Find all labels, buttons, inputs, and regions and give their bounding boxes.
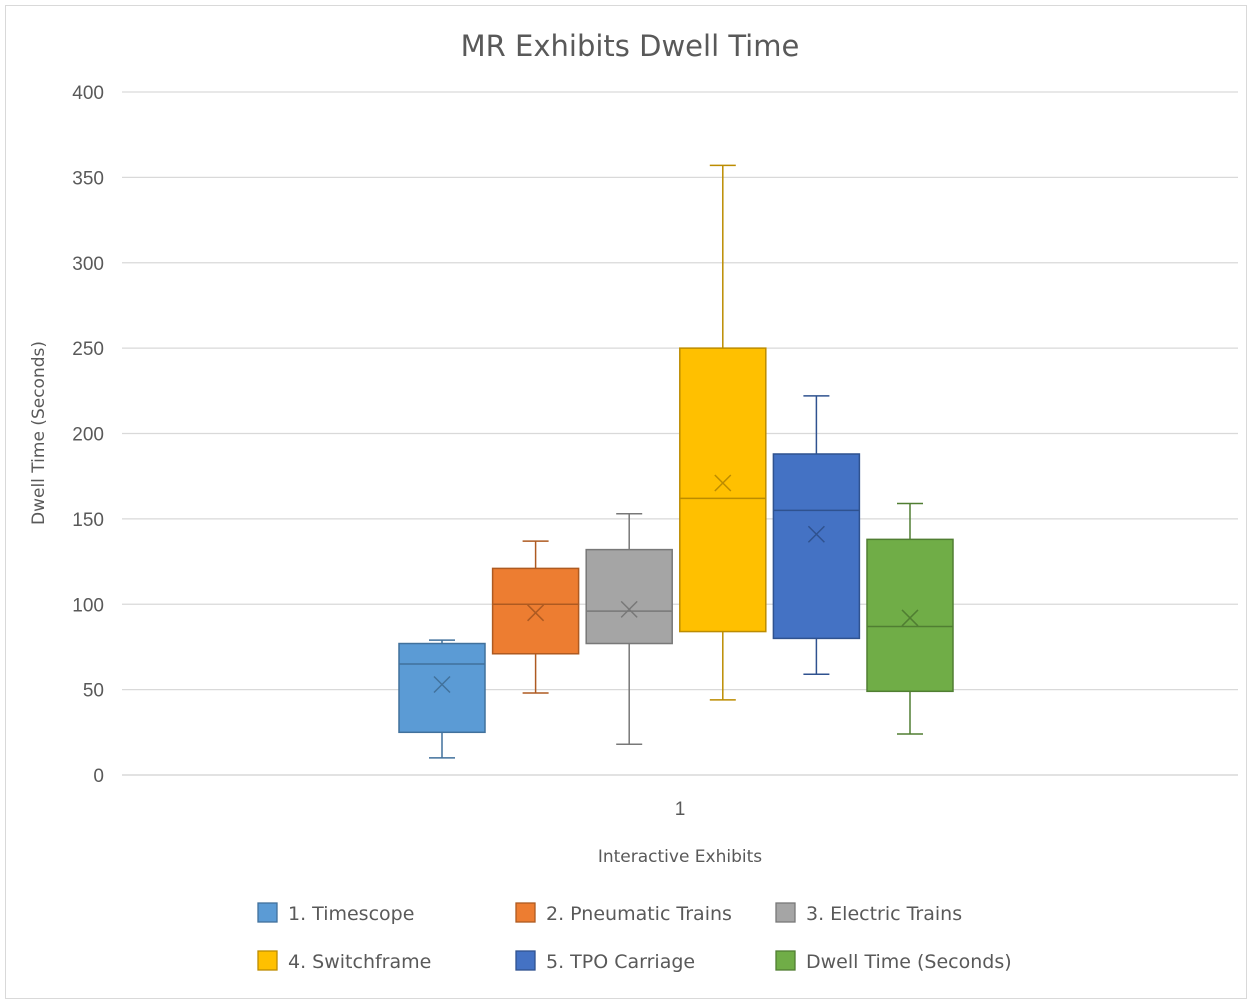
y-tick-100: 100 [72,595,104,616]
legend-swatch [515,902,536,923]
legend-label: 5. TPO Carriage [546,951,695,973]
legend-item-6: Dwell Time (Seconds) [775,950,1012,973]
box-iqr [679,347,767,633]
legend-swatch [515,950,536,971]
box-2 [491,540,580,694]
box-6 [866,502,954,735]
mean-marker-b [620,600,638,618]
legend-label: Dwell Time (Seconds) [806,951,1012,973]
legend-swatch [775,950,796,971]
y-tick-50: 50 [83,681,104,702]
mean-marker-b [807,525,825,543]
x-tick-labels: 1 [675,799,686,820]
y-tick-250: 250 [72,339,104,360]
mean-marker-b [527,604,545,622]
legend-swatch [257,950,278,971]
legend-swatch [257,902,278,923]
y-tick-400: 400 [72,83,104,104]
x-axis-label: Interactive Exhibits [598,847,762,867]
legend-item-1: 1. Timescope [257,902,414,925]
y-tick-150: 150 [72,510,104,531]
legend-label: 1. Timescope [288,903,414,925]
legend-label: 2. Pneumatic Trains [546,903,732,925]
chart-title: MR Exhibits Dwell Time [461,29,800,63]
legend-item-3: 3. Electric Trains [775,902,962,925]
mean-marker-b [433,675,451,694]
box-4 [679,164,767,701]
mean-marker-b [714,474,732,492]
box-series [398,164,954,759]
legend-item-5: 5. TPO Carriage [515,950,695,973]
box-1 [398,639,486,759]
y-tick-300: 300 [72,254,104,275]
legend-item-4: 4. Switchframe [257,950,431,973]
box-iqr [491,567,580,655]
y-tick-350: 350 [72,168,104,189]
box-iqr [398,642,486,734]
box-3 [585,513,673,746]
chart-frame [5,5,1247,999]
box-iqr [772,453,861,640]
legend: 1. Timescope 2. Pneumatic Trains 3. Electr… [257,902,1012,973]
box-iqr [866,538,954,693]
legend-item-2: 2. Pneumatic Trains [515,902,732,925]
y-tick-200: 200 [72,425,104,446]
legend-label: 4. Switchframe [288,951,431,973]
y-tick-labels: 0 50 100 150 200 250 300 350 400 [72,83,104,787]
legend-swatch [775,902,796,923]
y-tick-0: 0 [93,766,104,787]
x-tick-1: 1 [675,799,686,820]
mean-marker-b [901,609,919,627]
box-5 [772,395,861,676]
legend-label: 3. Electric Trains [806,903,962,925]
box-iqr [585,548,673,645]
y-axis-label: Dwell Time (Seconds) [29,341,49,525]
